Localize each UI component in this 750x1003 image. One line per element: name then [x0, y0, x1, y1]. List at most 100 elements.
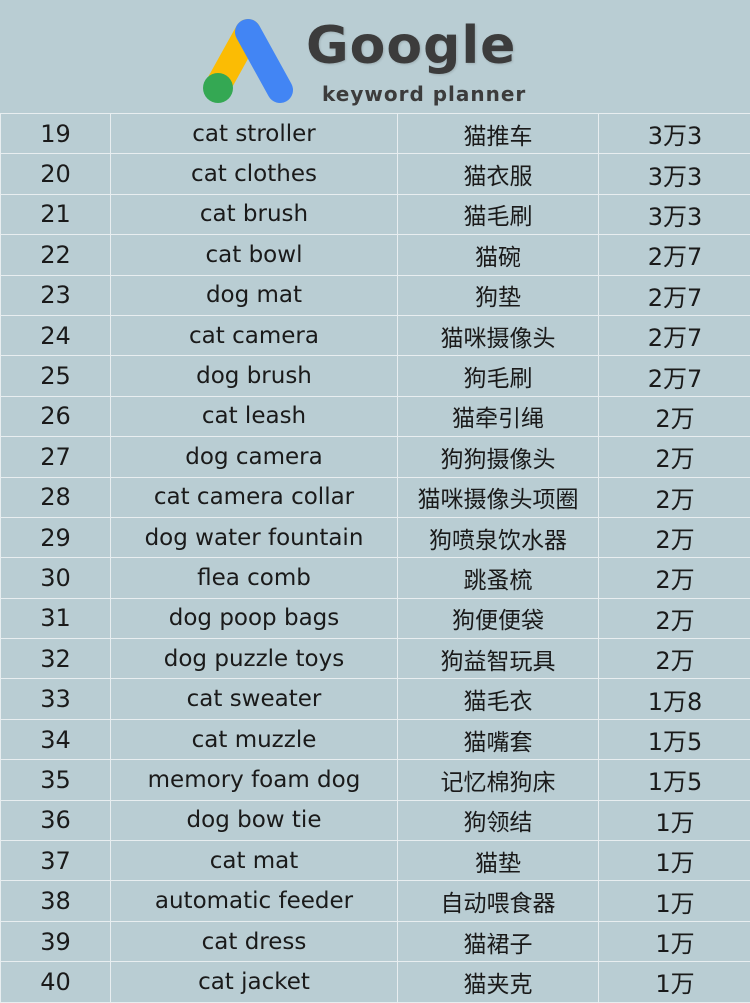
search-volume-cell: 2万	[599, 437, 750, 477]
chinese-keyword-cell: 自动喂食器	[398, 881, 599, 921]
chinese-keyword-cell: 狗垫	[398, 275, 599, 315]
chinese-keyword-cell: 猫垫	[398, 841, 599, 881]
english-keyword-cell: cat muzzle	[111, 719, 398, 759]
english-keyword-cell: dog puzzle toys	[111, 639, 398, 679]
search-volume-cell: 2万7	[599, 315, 750, 355]
rank-cell: 24	[1, 315, 111, 355]
search-volume-cell: 1万	[599, 800, 750, 840]
english-keyword-cell: cat mat	[111, 841, 398, 881]
rank-cell: 31	[1, 598, 111, 638]
chinese-keyword-cell: 猫裙子	[398, 921, 599, 961]
chinese-keyword-cell: 猫毛衣	[398, 679, 599, 719]
rank-cell: 38	[1, 881, 111, 921]
search-volume-cell: 2万	[599, 477, 750, 517]
english-keyword-cell: memory foam dog	[111, 760, 398, 800]
rank-cell: 25	[1, 356, 111, 396]
english-keyword-cell: cat bowl	[111, 235, 398, 275]
english-keyword-cell: cat camera collar	[111, 477, 398, 517]
search-volume-cell: 1万	[599, 962, 750, 1002]
english-keyword-cell: dog water fountain	[111, 517, 398, 557]
search-volume-cell: 2万	[599, 396, 750, 436]
chinese-keyword-cell: 猫推车	[398, 114, 599, 154]
english-keyword-cell: cat dress	[111, 921, 398, 961]
english-keyword-cell: dog bow tie	[111, 800, 398, 840]
rank-cell: 29	[1, 517, 111, 557]
brand-subtitle: keyword planner	[322, 80, 526, 108]
chinese-keyword-cell: 猫衣服	[398, 154, 599, 194]
search-volume-cell: 1万5	[599, 760, 750, 800]
chinese-keyword-cell: 猫嘴套	[398, 719, 599, 759]
rank-cell: 21	[1, 194, 111, 234]
rank-cell: 37	[1, 841, 111, 881]
english-keyword-cell: dog camera	[111, 437, 398, 477]
search-volume-cell: 2万	[599, 598, 750, 638]
chinese-keyword-cell: 猫夹克	[398, 962, 599, 1002]
english-keyword-cell: cat camera	[111, 315, 398, 355]
rank-cell: 40	[1, 962, 111, 1002]
chinese-keyword-cell: 猫咪摄像头	[398, 315, 599, 355]
search-volume-cell: 2万	[599, 517, 750, 557]
search-volume-cell: 3万3	[599, 154, 750, 194]
english-keyword-cell: flea comb	[111, 558, 398, 598]
chinese-keyword-cell: 猫牵引绳	[398, 396, 599, 436]
rank-cell: 33	[1, 679, 111, 719]
english-keyword-cell: cat sweater	[111, 679, 398, 719]
rank-cell: 23	[1, 275, 111, 315]
search-volume-cell: 2万	[599, 639, 750, 679]
chinese-keyword-cell: 跳蚤梳	[398, 558, 599, 598]
chinese-keyword-cell: 狗益智玩具	[398, 639, 599, 679]
chinese-keyword-cell: 狗喷泉饮水器	[398, 517, 599, 557]
chinese-keyword-cell: 狗狗摄像头	[398, 437, 599, 477]
chinese-keyword-cell: 猫咪摄像头项圈	[398, 477, 599, 517]
rank-cell: 39	[1, 921, 111, 961]
rank-cell: 27	[1, 437, 111, 477]
rank-cell: 28	[1, 477, 111, 517]
search-volume-cell: 3万3	[599, 114, 750, 154]
search-volume-cell: 2万7	[599, 235, 750, 275]
search-volume-cell: 1万8	[599, 679, 750, 719]
rank-cell: 20	[1, 154, 111, 194]
chinese-keyword-cell: 狗便便袋	[398, 598, 599, 638]
chinese-keyword-cell: 狗毛刷	[398, 356, 599, 396]
english-keyword-cell: dog mat	[111, 275, 398, 315]
search-volume-cell: 1万	[599, 881, 750, 921]
search-volume-cell: 3万3	[599, 194, 750, 234]
rank-cell: 19	[1, 114, 111, 154]
search-volume-cell: 2万7	[599, 356, 750, 396]
english-keyword-cell: dog brush	[111, 356, 398, 396]
chinese-keyword-cell: 狗领结	[398, 800, 599, 840]
rank-cell: 32	[1, 639, 111, 679]
english-keyword-cell: automatic feeder	[111, 881, 398, 921]
chinese-keyword-cell: 猫碗	[398, 235, 599, 275]
search-volume-cell: 2万7	[599, 275, 750, 315]
google-ads-logo-icon	[200, 18, 300, 108]
rank-cell: 34	[1, 719, 111, 759]
rank-cell: 30	[1, 558, 111, 598]
english-keyword-cell: cat stroller	[111, 114, 398, 154]
search-volume-cell: 1万5	[599, 719, 750, 759]
